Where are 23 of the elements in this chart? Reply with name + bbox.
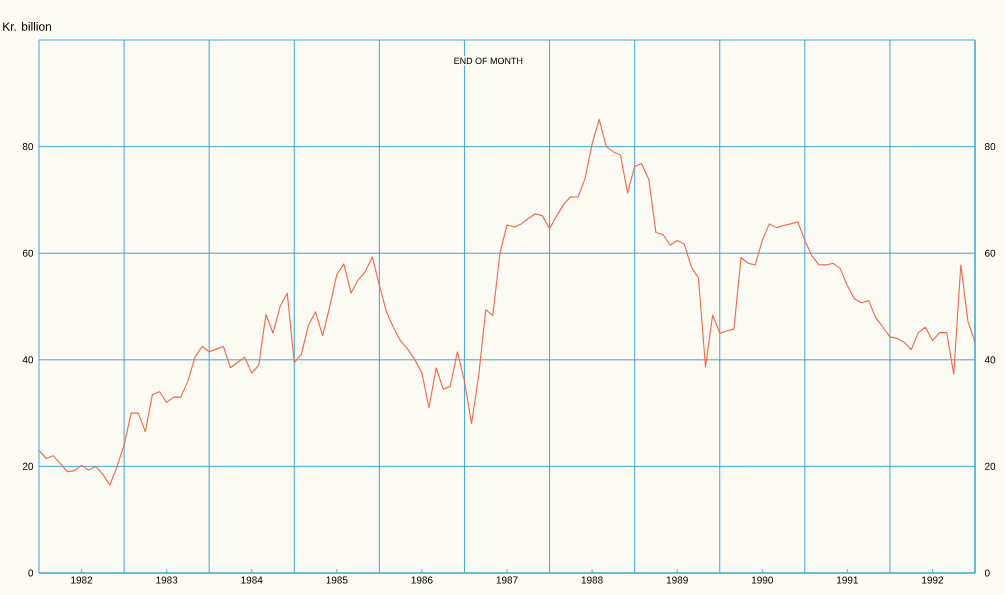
- x-tick-label: 1990: [751, 576, 773, 584]
- x-tick-label: 1991: [837, 576, 858, 584]
- x-tick-label: 1983: [156, 576, 178, 584]
- x-tick-label: 1982: [71, 576, 93, 584]
- y2-tick-label: 80: [984, 143, 996, 151]
- x-tick-label: 1985: [326, 576, 348, 584]
- y2-tick-label: 20: [985, 462, 996, 470]
- y2-tick-label: 0: [984, 569, 990, 577]
- y-tick-label: 20: [22, 462, 34, 470]
- annotation: END OF MONTH: [454, 57, 523, 65]
- y2-tick-label: 60: [985, 249, 996, 257]
- x-tick-label: 1992: [922, 576, 944, 584]
- y-tick-label: 0: [28, 569, 34, 577]
- y2-tick-label: 40: [984, 356, 996, 364]
- y-tick-label: 60: [22, 249, 34, 257]
- x-tick-label: 1984: [241, 576, 263, 584]
- y-tick-label: 80: [22, 143, 34, 151]
- x-tick-label: 1987: [496, 576, 518, 584]
- x-tick-label: 1989: [666, 576, 688, 584]
- x-tick-label: 1986: [411, 576, 433, 584]
- y-tick-label: 40: [22, 356, 34, 364]
- y-axis-title: Kr. billion: [3, 22, 52, 31]
- x-tick-label: 1988: [581, 576, 603, 584]
